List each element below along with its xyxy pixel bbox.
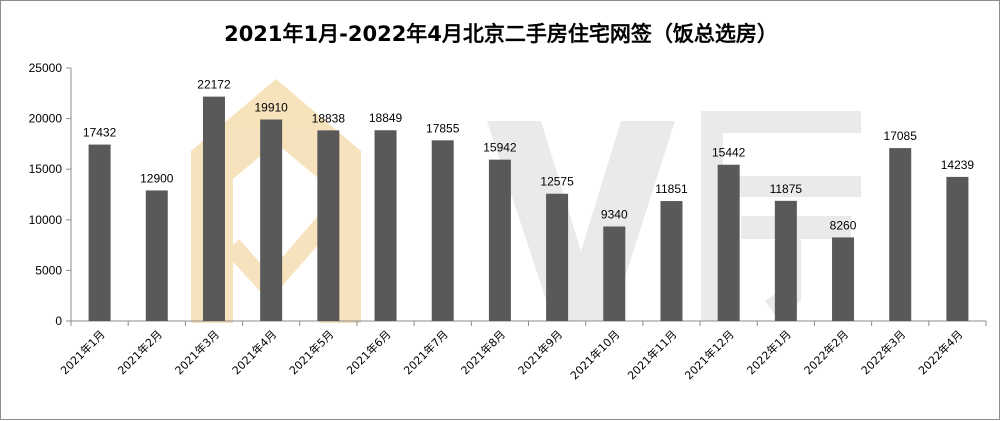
- bar: [889, 148, 912, 321]
- x-tick-label: 2022年1月: [744, 327, 794, 377]
- data-label: 9340: [601, 207, 628, 221]
- x-tick-label: 2021年10月: [567, 327, 622, 382]
- data-label: 17085: [884, 129, 918, 143]
- data-label: 22172: [197, 78, 231, 92]
- data-label: 11851: [655, 182, 688, 196]
- bar: [603, 226, 626, 321]
- chart-title: 2021年1月-2022年4月北京二手房住宅网签（饭总选房）: [224, 22, 778, 46]
- x-tick-label: 2022年4月: [915, 327, 965, 377]
- data-labels: 17432 12900 22172 19910 18838 18849 17855 15942…: [83, 78, 975, 233]
- data-label: 17855: [426, 121, 460, 135]
- data-label: 18849: [369, 111, 403, 125]
- y-tick-label: 15000: [29, 162, 63, 176]
- bar: [774, 200, 797, 321]
- data-label: 15442: [712, 146, 746, 160]
- x-tick-label: 2021年11月: [624, 327, 679, 382]
- bar: [145, 190, 168, 321]
- y-tick-label: 20000: [29, 112, 63, 126]
- x-tick-label: 2021年7月: [401, 327, 451, 377]
- x-tick-label: 2021年9月: [515, 327, 565, 377]
- x-tick-label: 2021年6月: [343, 327, 393, 377]
- bar: [431, 140, 454, 321]
- y-tick-label: 10000: [29, 213, 63, 227]
- x-tick-label: 2021年2月: [115, 327, 165, 377]
- data-label: 12900: [140, 171, 174, 185]
- x-tick-label: 2021年5月: [286, 327, 336, 377]
- bar: [88, 144, 111, 321]
- bar: [317, 130, 340, 321]
- bar: [832, 237, 855, 321]
- bar: [374, 130, 397, 321]
- data-label: 15942: [483, 141, 517, 155]
- watermark-letter-v: [487, 121, 675, 321]
- x-tick-label: 2021年8月: [458, 327, 508, 377]
- x-tick-label: 2021年1月: [58, 327, 108, 377]
- bar: [260, 119, 283, 321]
- y-axis: 0 5000 10000 15000 20000 25000: [29, 61, 72, 328]
- watermark-logo: [191, 79, 861, 323]
- x-tick-label: 2021年4月: [229, 327, 279, 377]
- data-label: 17432: [83, 126, 117, 140]
- data-label: 12575: [540, 175, 574, 189]
- data-label: 11875: [770, 182, 803, 196]
- x-tick-label: 2022年3月: [858, 327, 908, 377]
- y-tick-label: 0: [55, 314, 62, 328]
- x-tick-label: 2022年2月: [801, 327, 851, 377]
- bar: [717, 164, 740, 321]
- y-tick-label: 5000: [35, 263, 62, 277]
- bar: [488, 159, 511, 321]
- bar: [202, 96, 225, 322]
- x-tick-labels: 2021年1月 2021年2月 2021年3月 2021年4月 2021年5月 2021年…: [58, 327, 966, 382]
- bar-series: [88, 96, 969, 322]
- bar: [546, 193, 569, 321]
- data-label: 8260: [830, 218, 857, 232]
- x-tick-label: 2021年3月: [172, 327, 222, 377]
- data-label: 18838: [312, 111, 346, 125]
- data-label: 19910: [254, 101, 288, 115]
- y-tick-label: 25000: [29, 61, 63, 75]
- bar: [660, 201, 683, 321]
- bar: [946, 176, 969, 321]
- x-tick-label: 2021年12月: [682, 327, 737, 382]
- data-label: 14239: [941, 158, 975, 172]
